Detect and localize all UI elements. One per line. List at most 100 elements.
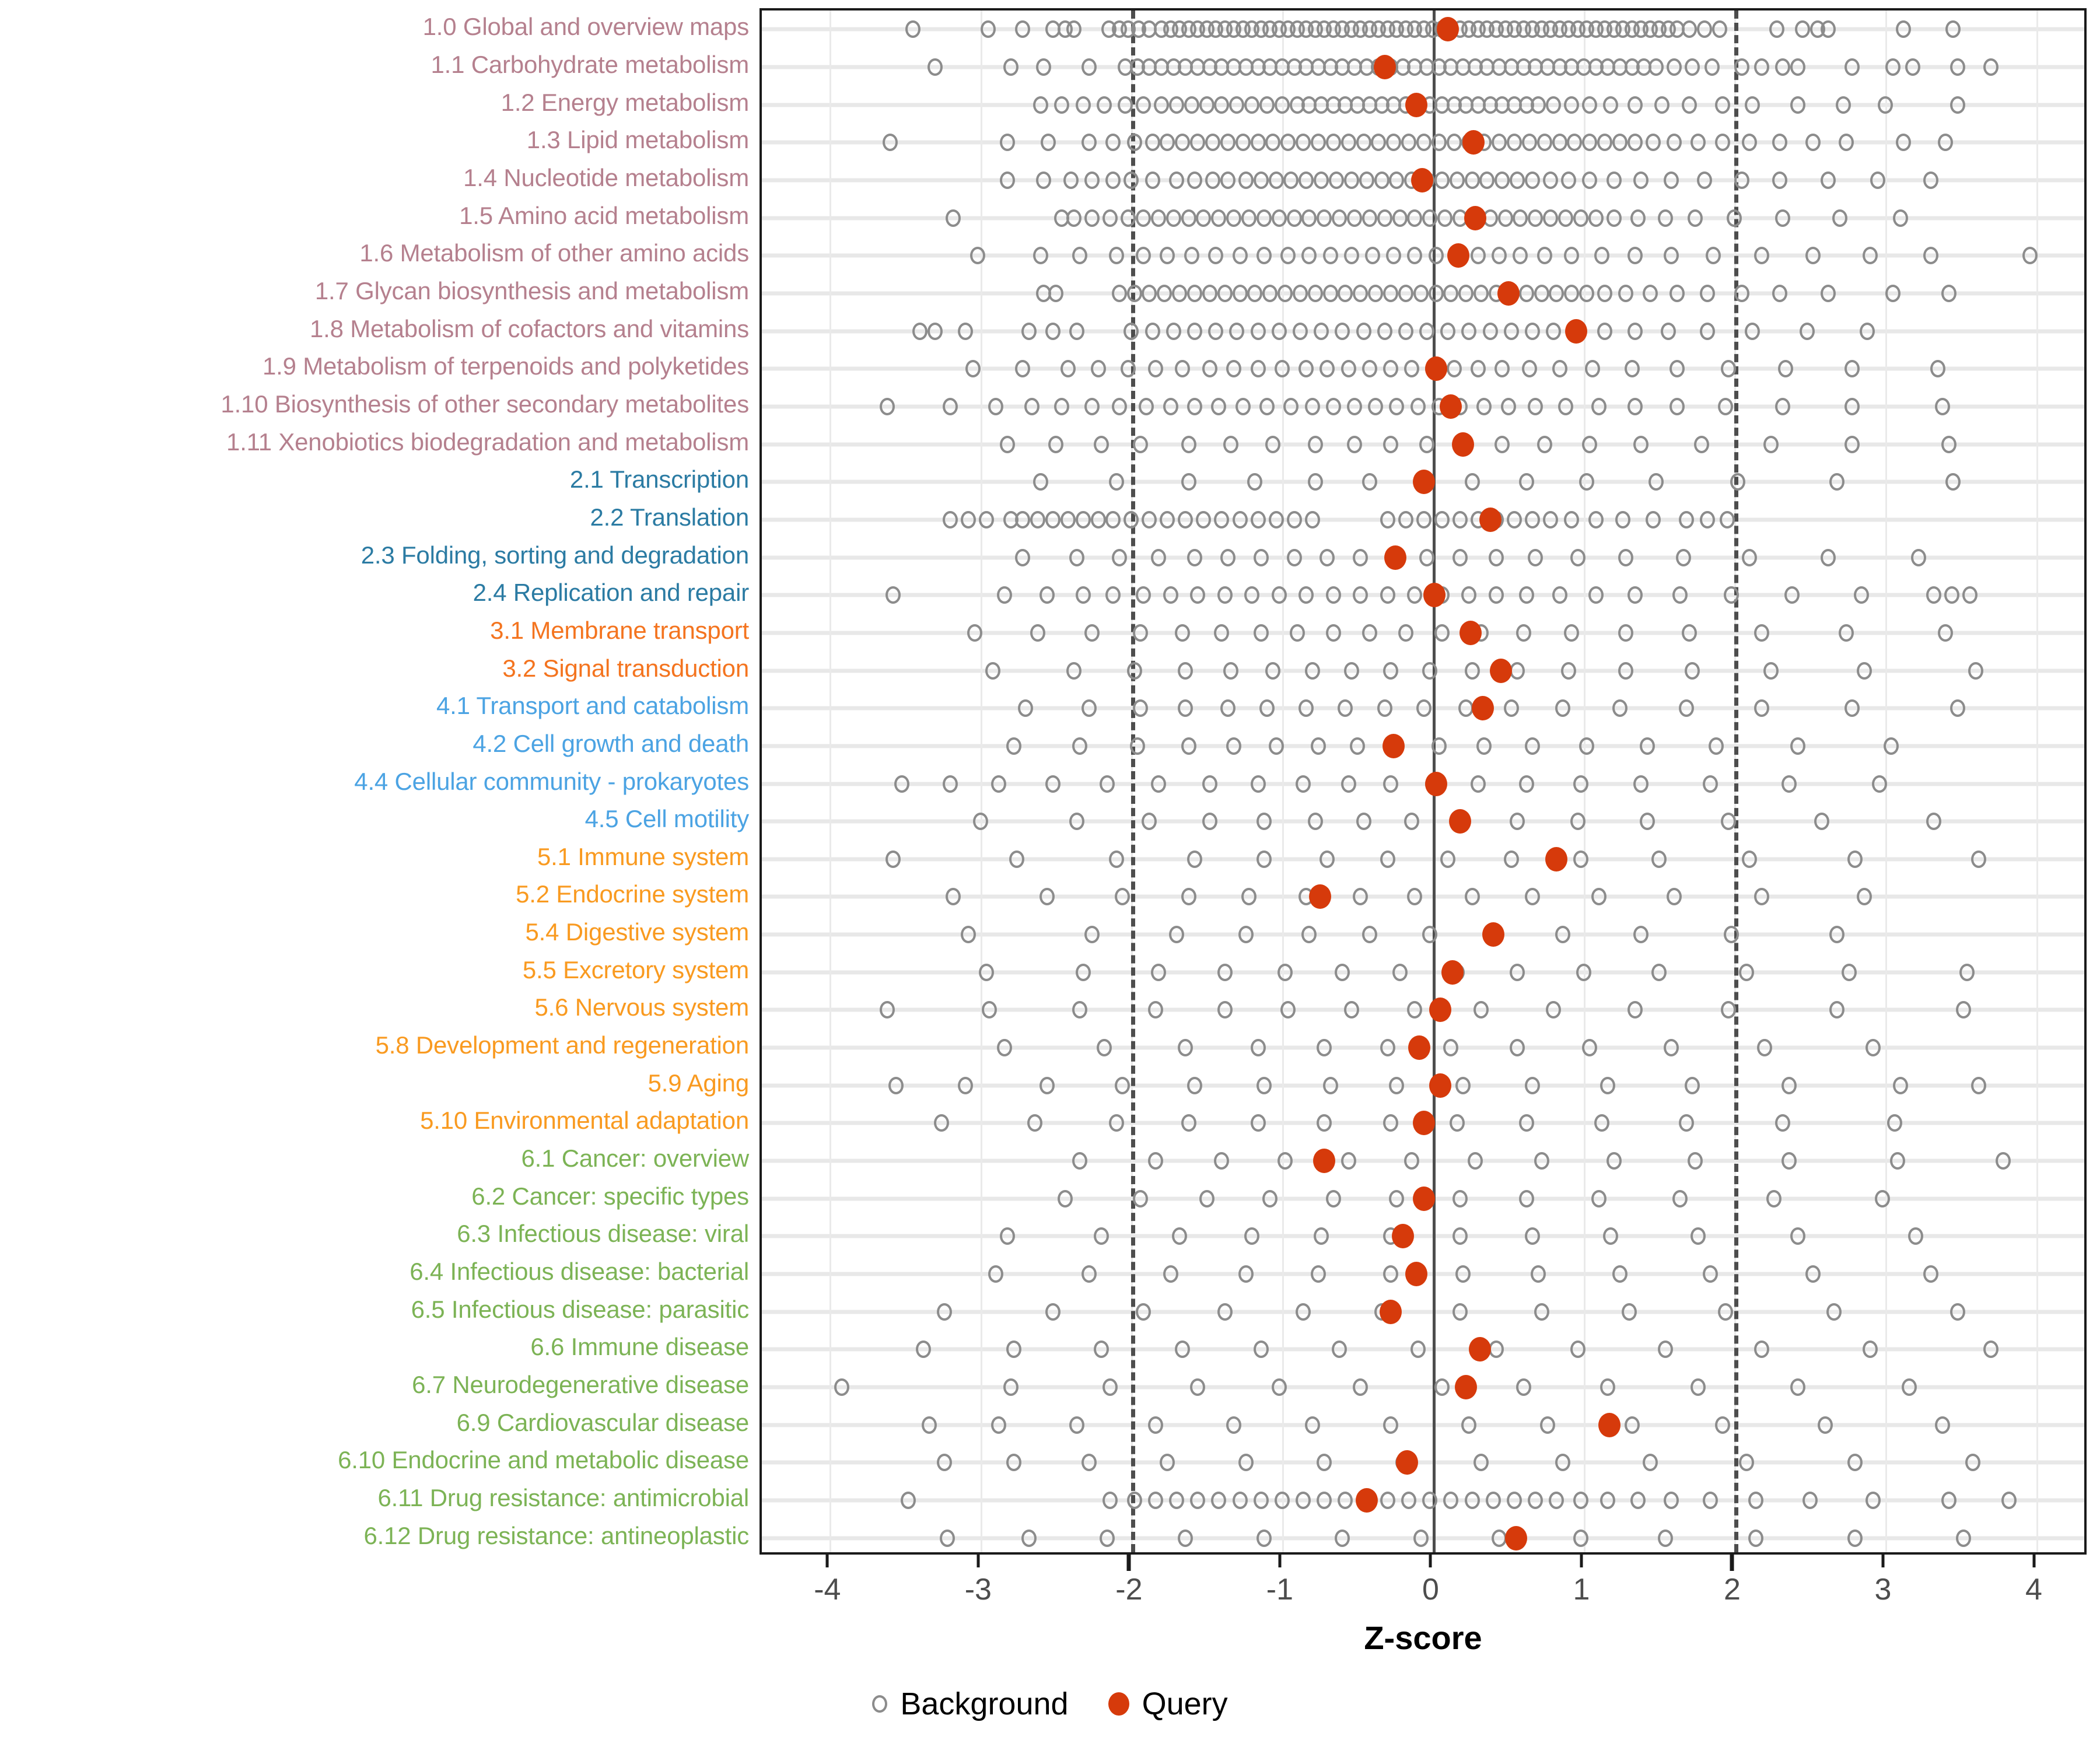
background-point [1168, 171, 1184, 189]
background-point [1494, 435, 1510, 453]
query-point[interactable] [1424, 356, 1447, 382]
background-point [1452, 1227, 1468, 1245]
query-point[interactable] [1441, 960, 1464, 985]
query-point[interactable] [1412, 470, 1435, 495]
query-point[interactable] [1382, 733, 1405, 758]
query-point[interactable] [1396, 1450, 1419, 1475]
background-point [1717, 1303, 1733, 1321]
x-axis-tick-label: -4 [814, 1573, 841, 1606]
query-point[interactable] [1462, 130, 1485, 155]
query-point[interactable] [1497, 281, 1520, 306]
query-point[interactable] [1429, 998, 1452, 1023]
query-point[interactable] [1384, 545, 1406, 570]
legend-item-query[interactable]: Query [1108, 1686, 1228, 1722]
background-point [1380, 1492, 1395, 1509]
background-point [1884, 737, 1899, 755]
background-point [1377, 322, 1392, 340]
background-point [1555, 926, 1570, 944]
background-point [1199, 1189, 1214, 1208]
background-point [1220, 171, 1236, 189]
background-point [1838, 624, 1854, 642]
background-point [1489, 1340, 1504, 1359]
background-point [943, 775, 958, 793]
background-point [1338, 699, 1353, 718]
query-point[interactable] [1598, 1412, 1620, 1437]
query-point[interactable] [1468, 1337, 1491, 1362]
background-point [1667, 58, 1682, 76]
query-point[interactable] [1313, 1149, 1336, 1174]
row-gridline [762, 1423, 2084, 1427]
background-point [1678, 1114, 1694, 1132]
background-point [1464, 888, 1480, 906]
background-point [1853, 586, 1869, 604]
query-point[interactable] [1373, 54, 1396, 79]
background-point [1536, 247, 1552, 265]
background-point [928, 322, 943, 340]
query-point[interactable] [1460, 620, 1482, 645]
query-point[interactable] [1408, 1035, 1431, 1060]
query-point[interactable] [1489, 658, 1512, 683]
legend-item-background[interactable]: Background [872, 1686, 1069, 1722]
background-point [1084, 171, 1100, 189]
background-point [1944, 586, 1959, 604]
query-point[interactable] [1411, 167, 1434, 192]
background-point [1398, 624, 1413, 642]
background-point [1950, 1303, 1966, 1321]
query-point[interactable] [1437, 17, 1460, 42]
x-axis-tick-label: 3 [1874, 1573, 1892, 1606]
query-point[interactable] [1355, 1488, 1378, 1513]
query-point[interactable] [1504, 1525, 1527, 1550]
background-point [1531, 96, 1546, 114]
query-point[interactable] [1455, 1375, 1478, 1400]
background-point [1000, 134, 1016, 152]
background-point [1136, 96, 1152, 114]
background-point [1340, 134, 1356, 152]
background-point [1241, 209, 1257, 227]
query-point[interactable] [1545, 846, 1568, 872]
query-point[interactable] [1405, 1262, 1427, 1287]
query-point[interactable] [1391, 1224, 1414, 1249]
background-point [1144, 171, 1160, 189]
background-point [1338, 284, 1353, 302]
background-point [1536, 435, 1552, 453]
background-point [1552, 134, 1567, 152]
query-point[interactable] [1440, 394, 1462, 419]
x-gridline [980, 10, 982, 1552]
background-point [1335, 322, 1350, 340]
background-point [1422, 209, 1438, 227]
query-point[interactable] [1423, 583, 1446, 608]
query-point[interactable] [1412, 1111, 1435, 1136]
background-point [1407, 888, 1423, 906]
query-point[interactable] [1448, 809, 1471, 834]
query-point[interactable] [1308, 884, 1331, 909]
background-point [879, 397, 895, 415]
query-point[interactable] [1412, 1186, 1435, 1211]
background-point [1856, 888, 1872, 906]
background-point [1241, 888, 1257, 906]
query-point[interactable] [1482, 922, 1504, 947]
background-point [1407, 209, 1423, 227]
query-point[interactable] [1471, 696, 1494, 721]
query-point[interactable] [1429, 1073, 1452, 1098]
query-point[interactable] [1424, 771, 1447, 796]
background-point [1274, 96, 1290, 114]
query-point[interactable] [1479, 507, 1502, 532]
background-point [1121, 360, 1136, 378]
background-point [1057, 1189, 1073, 1208]
query-point[interactable] [1565, 318, 1588, 344]
background-point [1428, 247, 1444, 265]
background-point [1431, 737, 1447, 755]
background-point [1564, 247, 1580, 265]
background-point [1582, 96, 1598, 114]
background-point [1518, 586, 1534, 604]
x-axis-tick-label: 2 [1724, 1573, 1741, 1606]
query-point[interactable] [1464, 205, 1486, 230]
query-point[interactable] [1452, 432, 1475, 457]
query-point[interactable] [1405, 92, 1427, 117]
query-point[interactable] [1447, 243, 1470, 268]
background-point [1926, 813, 1941, 831]
query-point[interactable] [1380, 1299, 1402, 1324]
background-point [1859, 322, 1875, 340]
background-point [1503, 699, 1519, 718]
